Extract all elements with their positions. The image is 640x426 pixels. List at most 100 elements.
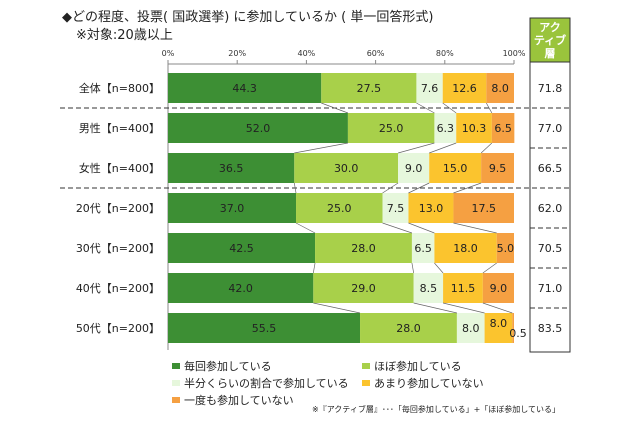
connector-line xyxy=(453,222,497,234)
bar-segment xyxy=(168,313,361,343)
connector-line xyxy=(416,102,435,114)
x-tick-label: 0% xyxy=(162,49,175,58)
data-label: 52.0 xyxy=(246,122,271,135)
connector-line xyxy=(453,182,482,194)
connector-line xyxy=(482,262,497,274)
chart-subtitle: ※対象:20歳以上 xyxy=(76,28,173,43)
legend-swatch xyxy=(172,363,180,369)
category-label: 30代【n=200】 xyxy=(76,242,160,255)
bar-segment xyxy=(416,73,443,103)
category-label: 50代【n=200】 xyxy=(76,322,160,335)
legend-swatch xyxy=(172,397,180,403)
data-label: 44.3 xyxy=(232,82,257,95)
active-value: 66.5 xyxy=(538,162,563,175)
data-label: 0.5 xyxy=(509,327,527,340)
data-label: 9.5 xyxy=(489,162,507,175)
active-column-box xyxy=(529,61,571,353)
bar-segment xyxy=(321,73,417,103)
bar-segment xyxy=(443,273,483,303)
legend-item: 半分くらいの割合で参加している xyxy=(172,375,349,391)
x-tick-label: 40% xyxy=(298,49,316,58)
data-label: 13.0 xyxy=(419,202,444,215)
data-label: 5.0 xyxy=(497,242,515,255)
category-label: 40代【n=200】 xyxy=(76,282,160,295)
data-label: 15.0 xyxy=(443,162,468,175)
category-label: 女性【n=400】 xyxy=(79,161,160,175)
legend-label: 毎回参加している xyxy=(184,360,272,373)
connector-line xyxy=(482,302,513,314)
connector-line xyxy=(480,142,493,154)
data-label: 8.5 xyxy=(420,282,438,295)
bar-segment xyxy=(168,113,348,143)
legend-swatch xyxy=(172,380,180,386)
bar-segment xyxy=(168,153,295,183)
connector-line xyxy=(442,302,485,314)
legend-item: ほぼ参加している xyxy=(362,358,462,374)
legend-item: 毎回参加している xyxy=(172,358,272,374)
connector-line xyxy=(429,142,457,154)
active-value: 71.0 xyxy=(538,282,563,295)
bar-segment xyxy=(442,73,487,103)
bar-segment xyxy=(491,113,515,143)
data-label: 29.0 xyxy=(351,282,376,295)
active-value: 71.8 xyxy=(538,82,563,95)
data-label: 7.5 xyxy=(387,202,405,215)
connector-line xyxy=(434,262,444,274)
x-tick-label: 80% xyxy=(436,49,454,58)
legend-swatch xyxy=(362,380,370,386)
category-label: 全体【n=800】 xyxy=(79,81,160,95)
data-label: 7.6 xyxy=(421,82,439,95)
data-label: 6.5 xyxy=(494,122,512,135)
legend-label: 一度も参加していない xyxy=(184,394,294,407)
data-label: 18.0 xyxy=(453,242,478,255)
data-label: 10.3 xyxy=(462,122,487,135)
data-label: 30.0 xyxy=(334,162,359,175)
active-header-text: ティブ xyxy=(534,33,566,47)
connector-line xyxy=(312,262,316,274)
data-label: 25.0 xyxy=(379,122,404,135)
connector-line xyxy=(413,302,457,314)
data-label: 28.0 xyxy=(396,322,421,335)
connector-line xyxy=(382,182,399,194)
bar-segment xyxy=(434,113,457,143)
data-label: 42.0 xyxy=(228,282,253,295)
bar-segment xyxy=(453,193,514,223)
connector-line xyxy=(313,302,361,314)
connector-line xyxy=(411,262,415,274)
bar-segment xyxy=(398,153,430,183)
bar-segment xyxy=(411,233,435,263)
x-tick-label: 60% xyxy=(367,49,385,58)
data-label: 9.0 xyxy=(405,162,423,175)
active-header-box xyxy=(529,17,571,63)
data-label: 55.5 xyxy=(252,322,277,335)
bar-segment xyxy=(294,153,399,183)
bar-segment xyxy=(360,313,457,343)
bar-segment xyxy=(482,273,514,303)
connector-line xyxy=(442,102,457,114)
category-label: 男性【n=400】 xyxy=(79,121,160,135)
bar-segment xyxy=(481,153,514,183)
data-label: 8.0 xyxy=(490,317,508,330)
connector-line xyxy=(486,102,493,114)
bar-segment xyxy=(456,113,492,143)
connector-line xyxy=(408,182,430,194)
connector-line xyxy=(397,142,435,154)
active-value: 77.0 xyxy=(538,122,563,135)
footnote: ※『アクティブ層』･･･「毎回参加している」+「ほぼ参加している」 xyxy=(312,405,561,414)
bar-segment xyxy=(496,233,514,263)
bar-segment xyxy=(347,113,435,143)
category-label: 20代【n=200】 xyxy=(76,202,160,215)
bar-segment xyxy=(413,273,444,303)
bar-segment xyxy=(486,73,514,103)
bar-segment xyxy=(456,313,485,343)
bar-segment xyxy=(315,233,412,263)
bar-segment xyxy=(512,313,514,343)
legend-label: あまり参加していない xyxy=(374,377,484,390)
bar-segment xyxy=(168,233,316,263)
data-label: 8.0 xyxy=(462,322,480,335)
connector-line xyxy=(408,222,435,234)
data-label: 17.5 xyxy=(471,202,496,215)
data-label: 37.0 xyxy=(220,202,245,215)
